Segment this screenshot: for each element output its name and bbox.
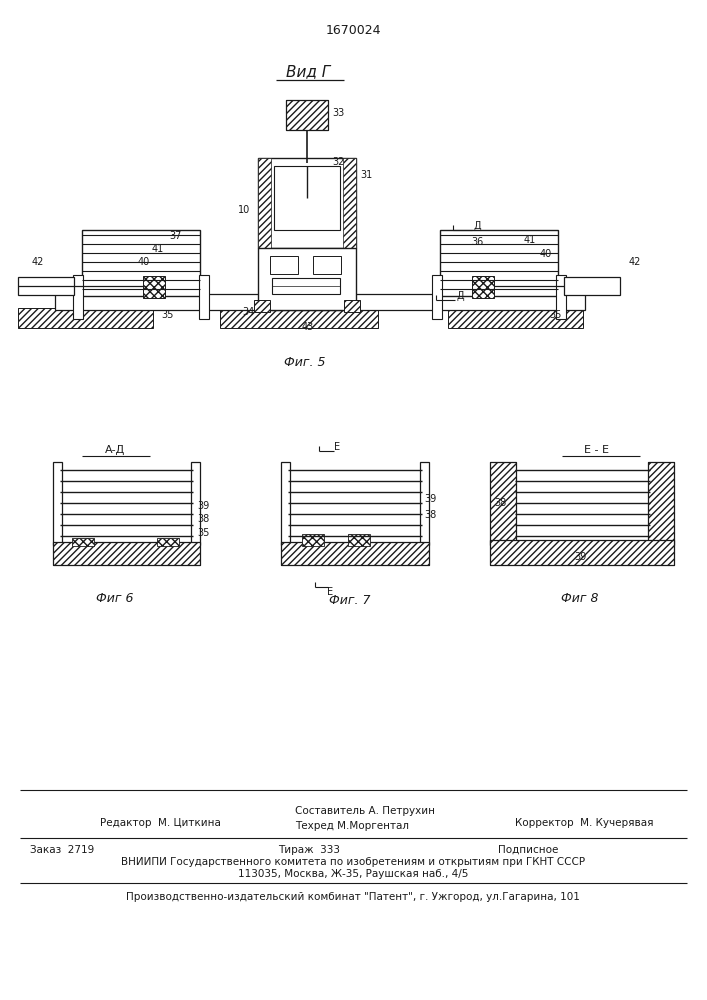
Text: 42: 42 bbox=[629, 257, 641, 267]
Bar bbox=[53, 462, 62, 545]
Bar bbox=[348, 534, 370, 546]
Text: 113035, Москва, Ж-35, Раушская наб., 4/5: 113035, Москва, Ж-35, Раушская наб., 4/5 bbox=[238, 869, 468, 879]
Text: 36: 36 bbox=[471, 237, 483, 247]
Text: 34: 34 bbox=[242, 307, 254, 317]
Text: 38: 38 bbox=[495, 498, 507, 508]
Bar bbox=[53, 542, 200, 565]
Text: 38: 38 bbox=[197, 514, 209, 524]
Bar bbox=[440, 230, 558, 296]
Text: ВНИИПИ Государственного комитета по изобретениям и открытиям при ГКНТ СССР: ВНИИПИ Государственного комитета по изоб… bbox=[121, 857, 585, 867]
Text: 1670024: 1670024 bbox=[325, 23, 381, 36]
Bar bbox=[72, 538, 94, 546]
Text: Техред М.Моргентал: Техред М.Моргентал bbox=[295, 821, 409, 831]
Bar bbox=[55, 294, 585, 310]
Bar bbox=[82, 230, 200, 296]
Bar bbox=[281, 542, 429, 565]
Text: 39: 39 bbox=[424, 494, 436, 504]
Bar bbox=[73, 275, 83, 319]
Text: Фиг 8: Фиг 8 bbox=[561, 591, 599, 604]
Bar bbox=[18, 308, 153, 328]
Bar bbox=[281, 462, 290, 545]
Text: 33: 33 bbox=[332, 108, 344, 118]
Bar bbox=[344, 300, 360, 312]
Bar bbox=[281, 542, 429, 565]
Text: Вид Г: Вид Г bbox=[286, 64, 330, 80]
Text: 40: 40 bbox=[540, 249, 552, 259]
Bar bbox=[272, 278, 340, 294]
Text: 35: 35 bbox=[162, 310, 174, 320]
Text: 41: 41 bbox=[152, 244, 164, 254]
Bar bbox=[343, 158, 356, 248]
Bar bbox=[143, 276, 165, 298]
Text: Составитель А. Петрухин: Составитель А. Петрухин bbox=[295, 806, 435, 816]
Text: 43: 43 bbox=[302, 322, 314, 332]
Text: Тираж  333: Тираж 333 bbox=[278, 845, 340, 855]
Bar bbox=[448, 308, 583, 328]
Bar bbox=[286, 100, 328, 130]
Text: Е - Е: Е - Е bbox=[583, 445, 609, 455]
Text: 39: 39 bbox=[574, 552, 586, 562]
Bar bbox=[199, 275, 209, 319]
Bar bbox=[432, 275, 442, 319]
Bar bbox=[490, 462, 516, 545]
Bar bbox=[564, 277, 620, 295]
Bar bbox=[258, 158, 356, 248]
Bar bbox=[53, 542, 200, 565]
Text: 37: 37 bbox=[169, 231, 181, 241]
Text: Фиг. 5: Фиг. 5 bbox=[284, 356, 326, 368]
Text: 42: 42 bbox=[32, 257, 44, 267]
Bar bbox=[18, 277, 74, 295]
Bar bbox=[286, 100, 328, 130]
Text: 35: 35 bbox=[549, 310, 561, 320]
Bar bbox=[258, 158, 271, 248]
Text: 39: 39 bbox=[197, 501, 209, 511]
Text: Фиг 6: Фиг 6 bbox=[96, 591, 134, 604]
Bar bbox=[157, 538, 179, 546]
Bar bbox=[556, 275, 566, 319]
Text: Д: Д bbox=[456, 291, 464, 301]
Bar bbox=[254, 300, 270, 312]
Text: Подписное: Подписное bbox=[498, 845, 559, 855]
Bar bbox=[258, 248, 356, 310]
Bar bbox=[648, 462, 674, 545]
Text: 38: 38 bbox=[424, 510, 436, 520]
Text: Корректор  М. Кучерявая: Корректор М. Кучерявая bbox=[515, 818, 653, 828]
Text: Фиг. 7: Фиг. 7 bbox=[329, 593, 370, 606]
Bar bbox=[302, 534, 324, 546]
Text: 40: 40 bbox=[138, 257, 150, 267]
Text: E: E bbox=[334, 442, 340, 452]
Text: 41: 41 bbox=[524, 235, 536, 245]
Text: 35: 35 bbox=[197, 528, 209, 538]
Text: E: E bbox=[327, 587, 333, 597]
Bar bbox=[490, 462, 516, 545]
Text: Редактор  М. Циткина: Редактор М. Циткина bbox=[100, 818, 221, 828]
Bar bbox=[490, 540, 674, 565]
Bar bbox=[420, 462, 429, 545]
Text: 32: 32 bbox=[332, 157, 344, 167]
Bar bbox=[191, 462, 200, 545]
Text: Д: Д bbox=[473, 221, 481, 231]
Text: Производственно-издательский комбинат "Патент", г. Ужгород, ул.Гагарина, 101: Производственно-издательский комбинат "П… bbox=[126, 892, 580, 902]
Bar bbox=[472, 276, 494, 298]
Bar bbox=[490, 540, 674, 565]
Bar bbox=[274, 166, 340, 230]
Text: Заказ  2719: Заказ 2719 bbox=[30, 845, 94, 855]
Bar bbox=[648, 462, 674, 545]
Text: А-Д: А-Д bbox=[105, 445, 125, 455]
Bar bbox=[220, 308, 378, 328]
Bar bbox=[270, 256, 298, 274]
Bar bbox=[313, 256, 341, 274]
Text: 31: 31 bbox=[360, 170, 373, 180]
Text: 10: 10 bbox=[238, 205, 250, 215]
